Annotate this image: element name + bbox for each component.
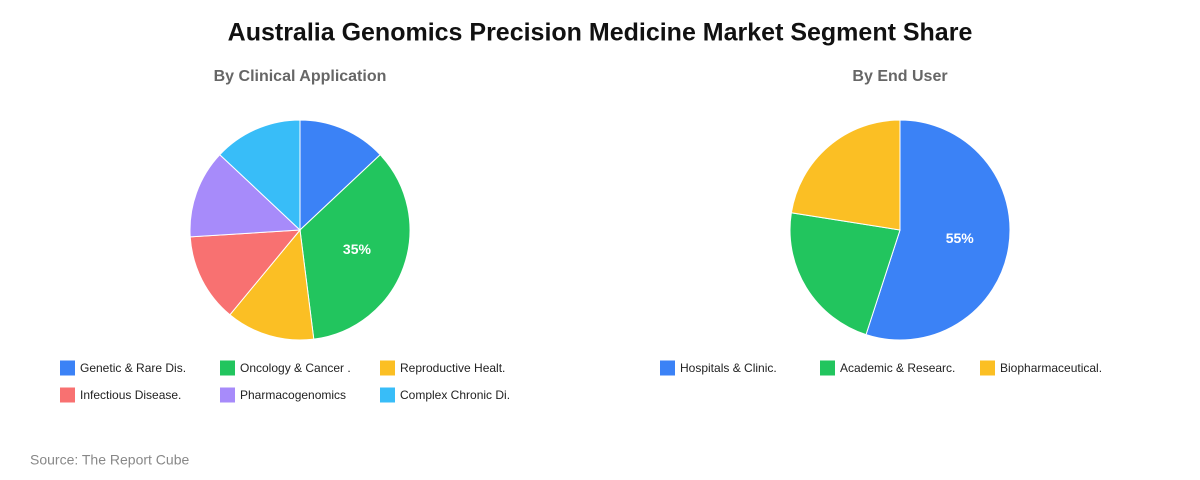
- legend-swatch: [60, 360, 75, 376]
- legend-swatch: [660, 360, 675, 376]
- legend-swatch: [220, 360, 235, 376]
- legend-swatch: [220, 387, 235, 403]
- legend-swatch: [980, 360, 995, 376]
- legend-label: Biopharmaceutical.: [1000, 361, 1102, 375]
- legend-label: Reproductive Healt.: [400, 361, 505, 375]
- pie-slice: [790, 119, 901, 231]
- pie-slice: [299, 119, 381, 232]
- pie-slice: [189, 153, 302, 238]
- legend-label: Hospitals & Clinic.: [680, 361, 777, 375]
- pie-slice: [299, 153, 411, 340]
- legend-label: Infectious Disease.: [80, 388, 181, 402]
- pie-slice: [189, 229, 302, 316]
- value-label: 35%: [343, 241, 372, 257]
- legend-swatch: [380, 387, 395, 403]
- legend-label: Complex Chronic Di.: [400, 388, 510, 402]
- value-label: 55%: [946, 230, 975, 246]
- pie-slice: [789, 212, 901, 336]
- legend-swatch: [380, 360, 395, 376]
- pie-slice: [865, 119, 1011, 341]
- source: Source: The Report Cube: [30, 452, 189, 468]
- page-title: Australia Genomics Precision Medicine Ma…: [228, 19, 973, 47]
- legend-label: Academic & Researc.: [840, 361, 955, 375]
- legend-label: Oncology & Cancer .: [240, 361, 351, 375]
- pie-slice: [219, 119, 301, 232]
- pie-slice: [229, 228, 315, 341]
- legend-label: Pharmacogenomics: [240, 388, 346, 402]
- legend-swatch: [820, 360, 835, 376]
- chart-subtitle: By End User: [852, 68, 947, 85]
- legend-swatch: [60, 387, 75, 403]
- legend-label: Genetic & Rare Dis.: [80, 361, 186, 375]
- chart-subtitle: By Clinical Application: [214, 68, 387, 85]
